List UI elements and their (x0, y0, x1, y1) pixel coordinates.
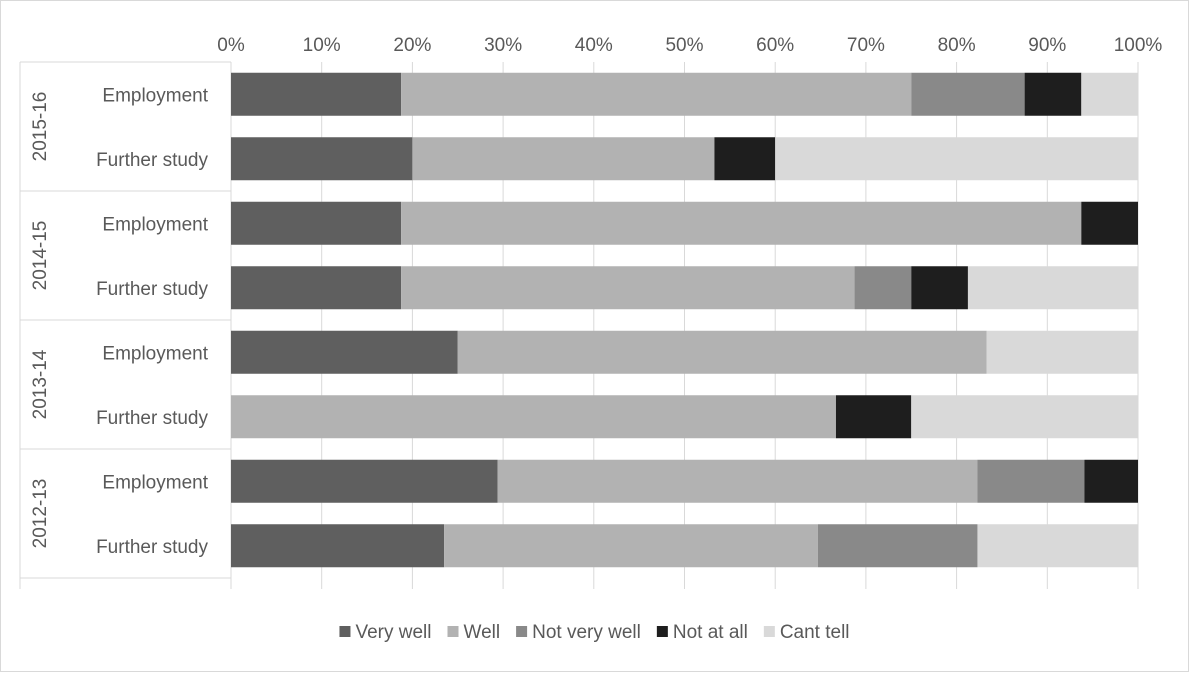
group-label: 2013-14 (30, 349, 51, 419)
category-label: Employment (102, 214, 208, 235)
bar-segment-cant-tell (967, 266, 1138, 310)
category-label: Employment (102, 472, 208, 493)
bar-segment-not-at-all (1081, 201, 1138, 245)
bar-segment-well (412, 137, 715, 181)
bar-segment-not-at-all (714, 137, 776, 181)
x-tick-label: 70% (847, 35, 885, 56)
bar-segment-cant-tell (775, 137, 1138, 181)
group-label: 2015-16 (30, 92, 51, 162)
x-tick-label: 80% (938, 35, 976, 56)
legend: Very well Well Not very well Not at all Cant… (339, 622, 850, 643)
legend-swatch (447, 626, 459, 637)
bar-segment-not-very-well (817, 524, 978, 568)
bar-segment-very-well (231, 330, 458, 374)
legend-swatch (516, 626, 528, 637)
bar-segment-well (401, 266, 855, 310)
legend-swatch (339, 626, 351, 637)
bar-segment-well (457, 330, 987, 374)
x-tick-label: 40% (575, 35, 613, 56)
x-tick-label: 20% (393, 35, 431, 56)
bar-segment-well (497, 459, 978, 503)
group-label: 2012-13 (30, 479, 51, 549)
legend-label: Well (463, 622, 500, 643)
bar-segment-very-well (231, 524, 445, 568)
bar-segment-very-well (231, 201, 402, 245)
legend-swatch (763, 626, 775, 637)
x-tick-label: 90% (1028, 35, 1066, 56)
bar-segment-very-well (231, 266, 402, 310)
x-tick-label: 50% (665, 35, 703, 56)
x-tick-label: 30% (484, 35, 522, 56)
x-tick-label: 0% (217, 35, 245, 56)
bar-segment-cant-tell (977, 524, 1138, 568)
bar-segment-very-well (231, 137, 413, 181)
category-label: Employment (102, 85, 208, 106)
category-label: Further study (96, 408, 208, 429)
category-label: Further study (96, 537, 208, 558)
legend-label: Not very well (532, 622, 641, 643)
group-label: 2014-15 (30, 221, 51, 291)
x-tick-label: 100% (1114, 35, 1163, 56)
bar-segment-cant-tell (986, 330, 1138, 374)
x-tick-label: 60% (756, 35, 794, 56)
category-label: Further study (96, 150, 208, 171)
legend-label: Not at all (673, 622, 748, 643)
bar-segment-not-at-all (911, 266, 968, 310)
bar-segment-well (401, 72, 912, 116)
bar-segment-not-at-all (835, 395, 912, 439)
x-tick-label: 10% (303, 35, 341, 56)
bar-segment-not-very-well (977, 459, 1085, 503)
legend-swatch (656, 626, 668, 637)
bar-segment-very-well (231, 72, 402, 116)
bars (231, 72, 1138, 568)
bar-segment-cant-tell (911, 395, 1138, 439)
bar-segment-not-at-all (1084, 459, 1138, 503)
bar-segment-not-very-well (911, 72, 1025, 116)
bar-segment-well (401, 201, 1082, 245)
bar-segment-very-well (231, 459, 498, 503)
bar-segment-not-very-well (854, 266, 912, 310)
bar-segment-not-at-all (1024, 72, 1082, 116)
category-label: Further study (96, 279, 208, 300)
x-axis-ticks: 0% 10% 20% 30% 40% 50% 60% 70% 80% 90% 100% (217, 35, 1162, 56)
bar-segment-well (444, 524, 818, 568)
y-axis-labels: 2015-16 Employment Further study 2014-15 Emp… (30, 85, 209, 558)
bar-segment-well (231, 395, 836, 439)
category-label: Employment (102, 343, 208, 364)
legend-label: Cant tell (780, 622, 850, 643)
bar-segment-cant-tell (1081, 72, 1138, 116)
legend-label: Very well (355, 622, 431, 643)
